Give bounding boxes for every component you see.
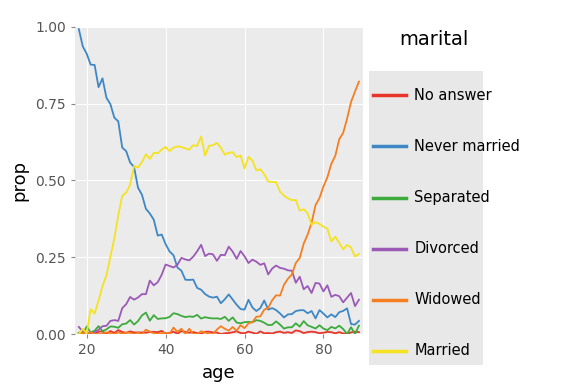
Text: Never married: Never married <box>414 139 520 154</box>
Text: Separated: Separated <box>414 190 490 205</box>
Y-axis label: prop: prop <box>10 160 28 201</box>
X-axis label: age: age <box>202 364 236 382</box>
Text: Married: Married <box>414 343 470 359</box>
Text: No answer: No answer <box>414 88 492 103</box>
FancyBboxPatch shape <box>369 71 483 365</box>
Text: marital: marital <box>400 30 469 48</box>
Text: Widowed: Widowed <box>414 292 481 307</box>
Text: Divorced: Divorced <box>414 241 479 256</box>
